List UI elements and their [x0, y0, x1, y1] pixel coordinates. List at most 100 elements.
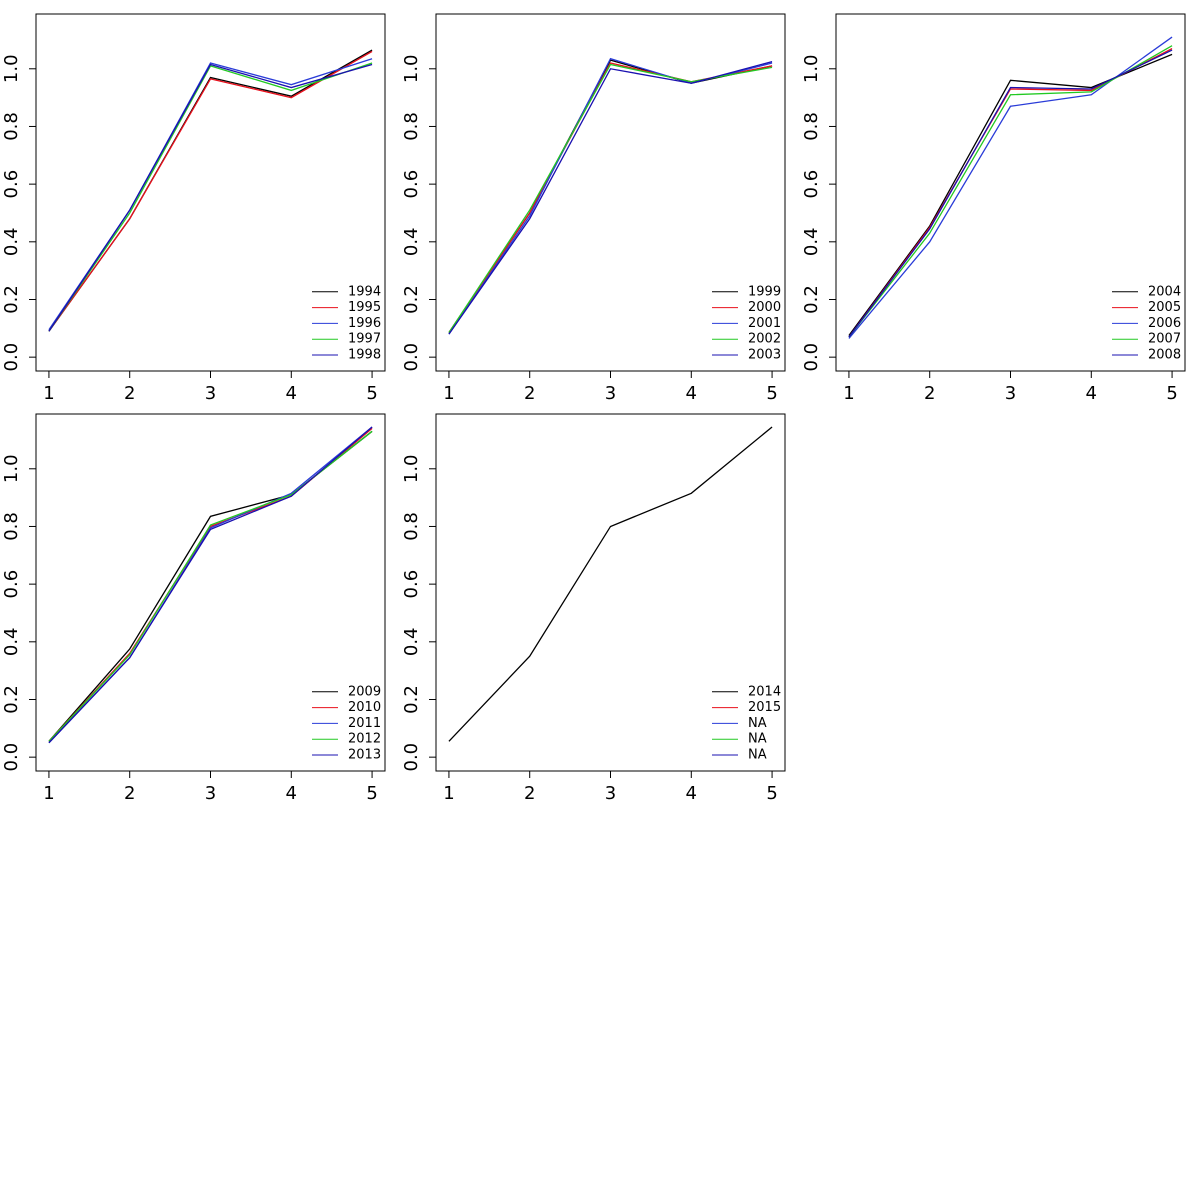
series-line: [48, 63, 373, 332]
legend-label: 2004: [1148, 284, 1181, 299]
x-tick-label: 3: [205, 383, 216, 404]
series-line: [48, 430, 373, 742]
legend-label: 2010: [348, 700, 381, 715]
series-line: [48, 426, 373, 744]
x-tick-label: 2: [924, 383, 935, 404]
series-line: [448, 63, 773, 334]
legend-label: 1997: [348, 332, 381, 347]
series-line: [848, 48, 1173, 338]
y-tick-label: 1.0: [401, 54, 422, 83]
legend-label: 2003: [748, 348, 781, 363]
legend-label: 2002: [748, 332, 781, 347]
legend-label: 1995: [348, 300, 381, 315]
y-tick-label: 0.0: [801, 343, 822, 372]
legend-label: 2006: [1148, 316, 1181, 331]
y-tick-label: 0.4: [401, 627, 422, 656]
x-tick-label: 4: [686, 383, 697, 404]
legend-label: 2009: [348, 684, 381, 699]
legend-label: 2000: [748, 300, 781, 315]
legend-label: NA: [748, 732, 767, 747]
y-tick-label: 0.6: [801, 170, 822, 199]
plot-frame: [435, 413, 786, 772]
y-tick-label: 0.4: [401, 227, 422, 256]
y-tick-label: 0.8: [801, 112, 822, 141]
y-tick-label: 0.6: [401, 570, 422, 599]
x-tick-label: 1: [443, 383, 454, 404]
series-line: [48, 58, 373, 331]
x-tick-label: 3: [605, 783, 616, 804]
series-line: [48, 62, 373, 332]
y-tick-label: 0.4: [801, 227, 822, 256]
legend-label: 2013: [348, 748, 381, 763]
series-line: [848, 36, 1173, 339]
x-tick-label: 2: [124, 383, 135, 404]
x-tick-label: 3: [605, 383, 616, 404]
y-tick-label: 0.0: [1, 743, 22, 772]
y-tick-label: 0.0: [401, 743, 422, 772]
series-line: [448, 60, 773, 335]
plot-frame: [35, 13, 386, 372]
y-tick-label: 0.8: [401, 512, 422, 541]
y-tick-label: 0.2: [401, 285, 422, 314]
legend-label: 1996: [348, 316, 381, 331]
y-tick-label: 0.2: [1, 685, 22, 714]
legend-label: 2015: [748, 700, 781, 715]
y-tick-label: 0.8: [1, 512, 22, 541]
x-tick-label: 2: [524, 783, 535, 804]
x-tick-label: 3: [205, 783, 216, 804]
series-line: [48, 430, 373, 742]
legend-label: 2012: [348, 732, 381, 747]
x-tick-label: 5: [366, 383, 377, 404]
y-tick-label: 0.0: [1, 343, 22, 372]
x-tick-label: 2: [524, 383, 535, 404]
panel: 0.0 0.2 0.4 0.6 0.8 1.0 1 2 3 4 5 19941995199619971…: [1, 13, 386, 404]
x-tick-label: 5: [766, 783, 777, 804]
panel: 0.0 0.2 0.4 0.6 0.8 1.0 1 2 3 4 5 20092010201120122…: [1, 413, 386, 804]
plot-frame: [35, 413, 386, 772]
x-tick-label: 4: [286, 383, 297, 404]
y-tick-label: 1.0: [801, 54, 822, 83]
y-tick-label: 0.2: [1, 285, 22, 314]
y-tick-label: 0.2: [801, 285, 822, 314]
plot-frame: [435, 13, 786, 372]
legend-label: 2011: [348, 716, 381, 731]
x-tick-label: 4: [1086, 383, 1097, 404]
series-line: [848, 53, 1173, 336]
x-tick-label: 3: [1005, 383, 1016, 404]
x-tick-label: 1: [43, 383, 54, 404]
y-tick-label: 0.0: [401, 343, 422, 372]
legend-label: 1999: [748, 284, 781, 299]
y-tick-label: 1.0: [1, 54, 22, 83]
legend-label: NA: [748, 716, 767, 731]
panel: 0.0 0.2 0.4 0.6 0.8 1.0 1 2 3 4 5 20042005200620072…: [801, 13, 1186, 404]
x-tick-label: 5: [766, 383, 777, 404]
legend-label: NA: [748, 748, 767, 763]
legend-label: 2007: [1148, 332, 1181, 347]
y-tick-label: 0.6: [401, 170, 422, 199]
y-tick-label: 0.8: [401, 112, 422, 141]
y-tick-label: 0.4: [1, 227, 22, 256]
y-tick-label: 0.2: [401, 685, 422, 714]
x-tick-label: 1: [443, 783, 454, 804]
y-tick-label: 0.6: [1, 170, 22, 199]
legend-label: 1994: [348, 284, 381, 299]
series-line: [48, 427, 373, 742]
x-tick-label: 5: [1166, 383, 1177, 404]
series-line: [48, 426, 373, 744]
y-tick-label: 0.6: [1, 570, 22, 599]
legend-label: 2005: [1148, 300, 1181, 315]
x-tick-label: 1: [843, 383, 854, 404]
series-line: [448, 57, 773, 335]
legend-label: 2001: [748, 316, 781, 331]
x-tick-label: 1: [43, 783, 54, 804]
series-line: [448, 426, 773, 742]
legend-label: 2008: [1148, 348, 1181, 363]
y-tick-label: 0.4: [1, 627, 22, 656]
legend-label: 2014: [748, 684, 781, 699]
series-line: [48, 49, 373, 332]
x-tick-label: 4: [286, 783, 297, 804]
panel: 0.0 0.2 0.4 0.6 0.8 1.0 1 2 3 4 5 19992000200120022…: [401, 13, 786, 404]
